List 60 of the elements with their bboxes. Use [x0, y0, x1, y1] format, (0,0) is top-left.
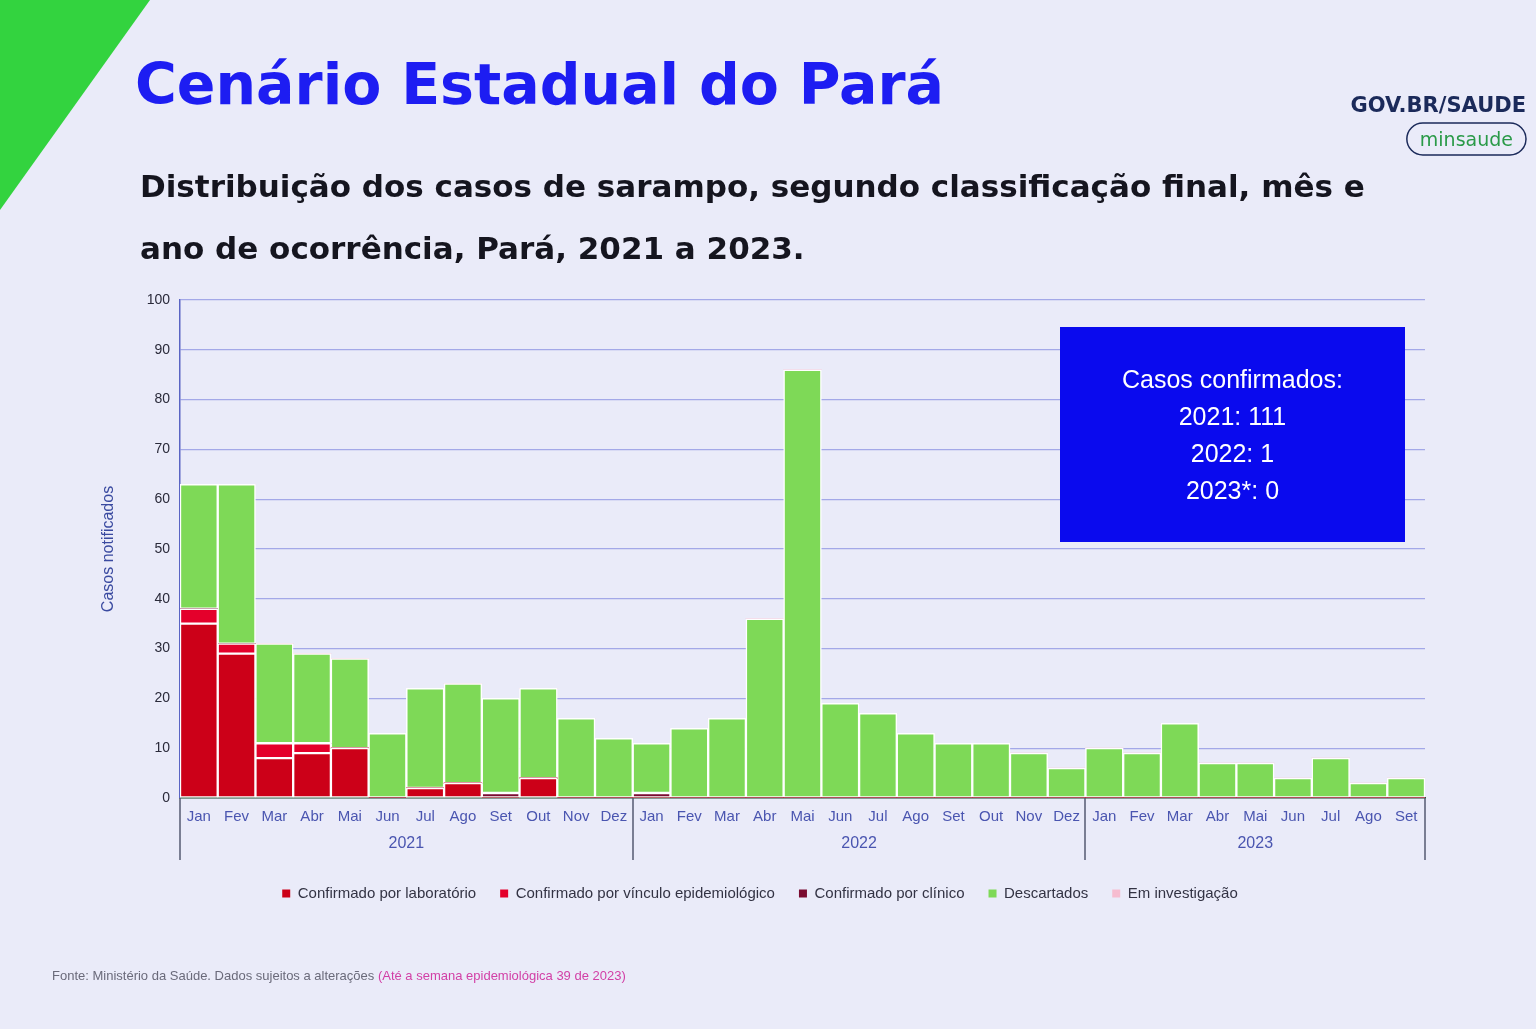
x-tick-label: Jul — [1321, 807, 1341, 825]
x-tick-label: Jun — [375, 807, 400, 825]
x-tick-label: Set — [489, 807, 513, 825]
y-tick-label: 90 — [154, 340, 171, 357]
x-tick-label: Dez — [600, 807, 628, 825]
y-tick-label: 40 — [154, 589, 171, 606]
x-tick-label: Abr — [753, 807, 777, 825]
x-tick-label: Out — [979, 807, 1005, 825]
x-tick-label: Nov — [562, 807, 590, 825]
x-tick-label: Jan — [639, 807, 664, 825]
x-tick-label: Jan — [1092, 807, 1117, 825]
legend-label: Descartados — [1004, 883, 1089, 901]
y-tick-label: 70 — [154, 440, 171, 457]
y-tick-label: 10 — [154, 739, 171, 756]
x-tick-label: Dez — [1053, 807, 1080, 825]
y-tick-label: 20 — [154, 689, 171, 706]
x-tick-label: Jun — [828, 807, 853, 825]
chart-subtitle: Distribuição dos casos de sarampo, segundo classificação final, mês e ano de ocorrência, Pará, 2021 a 2023. — [140, 168, 1365, 266]
text: 2023 — [1237, 834, 1274, 852]
y-tick-label: 50 — [154, 539, 171, 556]
x-tick-label: Abr — [300, 807, 324, 825]
x-tick-label: Jun — [1280, 807, 1306, 825]
x-tick-label: Fev — [1129, 807, 1156, 825]
x-tick-label: Fev — [224, 807, 250, 825]
x-tick-label: Fev — [676, 807, 703, 825]
x-tick-label: Set — [1394, 807, 1419, 825]
x-tick-label: Mai — [1243, 807, 1268, 825]
legend-label: Em investigação — [1127, 883, 1238, 901]
x-tick-label: Out — [526, 807, 552, 825]
x-tick-label: Mai — [790, 807, 815, 825]
x-tick-label: Jul — [415, 807, 435, 825]
y-tick-label: 30 — [154, 639, 171, 656]
source-note: Fonte: Ministério da Saúde. Dados sujeitos a alterações — [52, 968, 375, 983]
y-tick-label: 60 — [154, 490, 171, 507]
annotation: Casos confirmados: 2021: 111 2022: 1 2023*: 0 — [1122, 363, 1343, 506]
text: (Até a semana epidemiológica 39 de 2023) — [377, 968, 626, 983]
x-tick-label: Jan — [186, 807, 211, 825]
x-tick-label: Mai — [337, 807, 362, 825]
y-tick-label: 100 — [146, 290, 171, 307]
text: 2022 — [841, 834, 877, 852]
chart-title: Cenário Estadual do Pará — [135, 51, 945, 117]
x-tick-label: Mar — [714, 807, 740, 825]
y-tick-label: 0 — [162, 788, 171, 805]
x-tick-label: Mar — [1166, 807, 1193, 825]
x-tick-label: Ago — [902, 807, 930, 825]
text: GOV.BR/SAUDE — [1350, 93, 1526, 117]
y-axis-title: Casos notificados — [99, 485, 117, 613]
x-tick-label: Ago — [1355, 807, 1382, 825]
y-tick-label: 80 — [154, 390, 171, 407]
x-tick-label: Mar — [261, 807, 288, 825]
x-tick-label: Nov — [1015, 807, 1043, 825]
legend-label: Confirmado por vínculo epidemiológico — [515, 883, 775, 901]
text: 2021 — [388, 834, 425, 852]
text: minsaude — [1419, 128, 1513, 150]
x-tick-label: Abr — [1205, 807, 1230, 825]
x-tick-label: Set — [942, 807, 966, 825]
x-tick-label: Jul — [868, 807, 888, 825]
legend-label: Confirmado por clínico — [814, 883, 965, 901]
legend-label: Confirmado por laboratório — [297, 883, 477, 901]
x-tick-label: Ago — [449, 807, 477, 825]
